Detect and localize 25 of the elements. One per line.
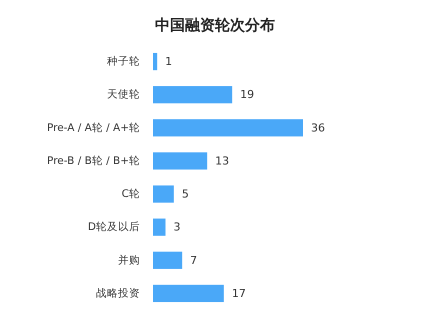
y-tick-label: C轮 — [122, 188, 140, 200]
chart-title: 中国融资轮次分布 — [155, 16, 275, 34]
bar — [153, 86, 232, 104]
y-tick-label: 天使轮 — [107, 88, 140, 101]
data-label: 13 — [215, 154, 230, 168]
bar — [153, 252, 182, 269]
data-label: 5 — [182, 188, 189, 201]
bar — [153, 119, 303, 136]
bar — [153, 218, 166, 236]
y-tick-label: D轮及以后 — [88, 220, 140, 234]
bar — [153, 185, 174, 203]
data-label: 1 — [165, 55, 172, 68]
y-tick-label: Pre-B / B轮 / B+轮 — [47, 154, 140, 167]
data-label: 19 — [240, 88, 254, 102]
bar — [153, 284, 224, 302]
y-tick-label: 种子轮 — [107, 54, 140, 68]
data-label: 17 — [232, 286, 246, 300]
y-tick-label: Pre-A / A轮 / A+轮 — [46, 122, 140, 134]
y-tick-label: 并购 — [118, 253, 140, 266]
data-label: 3 — [174, 220, 180, 234]
y-tick-label: 战略投资 — [96, 287, 140, 300]
data-label: 36 — [311, 121, 325, 134]
bar — [153, 52, 158, 70]
bar — [153, 152, 208, 170]
data-label: 7 — [190, 254, 198, 267]
